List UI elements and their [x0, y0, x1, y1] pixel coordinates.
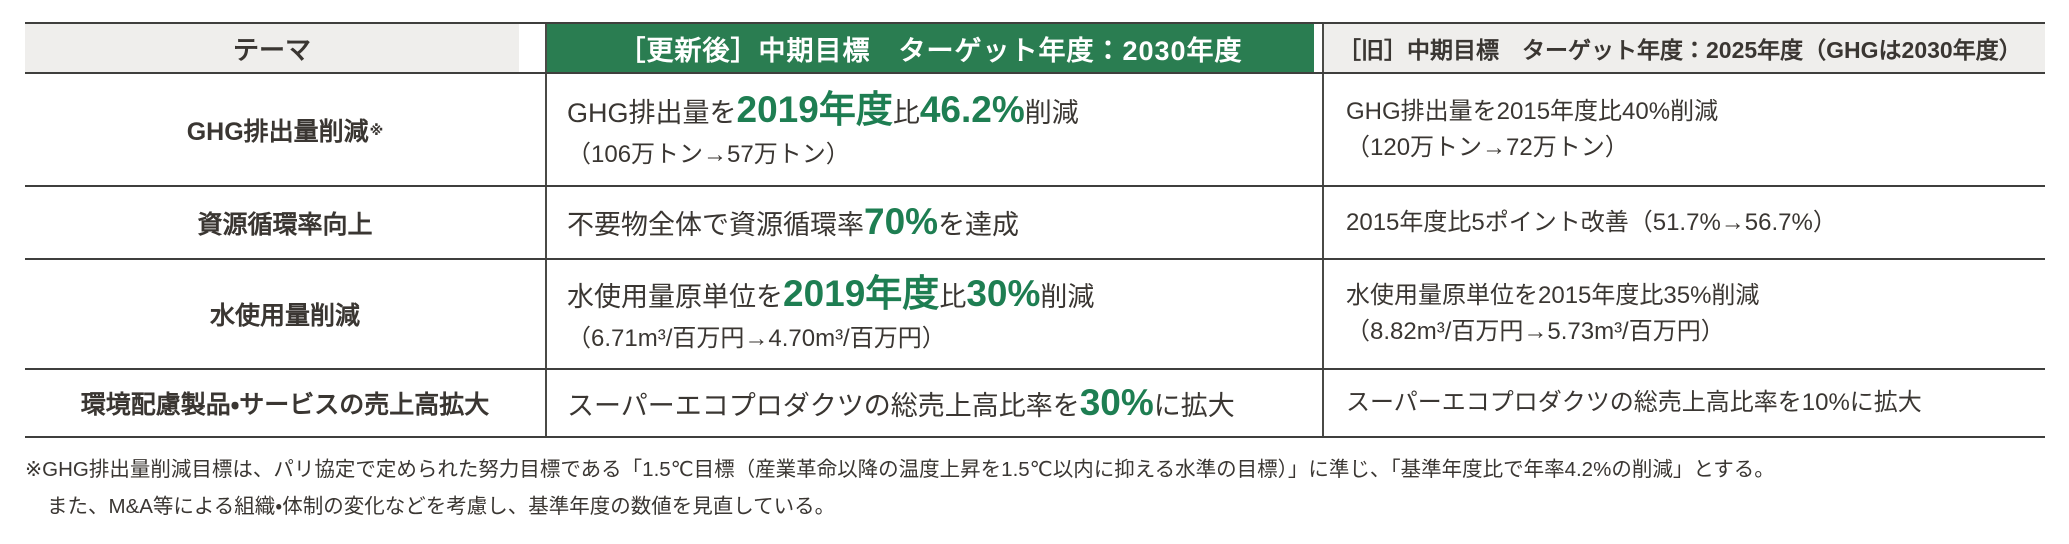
new-target-cell-resource: 不要物全体で資源循環率 70% を達成 [545, 187, 1322, 258]
theme-cell-ghg: GHG排出量削減 ※ [25, 74, 545, 185]
new-target-line: 不要物全体で資源循環率 70% を達成 [567, 203, 1019, 242]
old-target-line: 水使用量原単位を2015年度比35%削減 [1346, 282, 1760, 309]
header-cell-theme: テーマ [25, 24, 545, 72]
highlight-segment: 30% [966, 273, 1041, 314]
header-theme-label: テーマ [25, 24, 519, 72]
table-row-water: 水使用量削減 水使用量原単位を 2019年度比 30% 削減 （6.71m³/百万円→… [25, 258, 2045, 368]
text-segment: に拡大 [1153, 390, 1235, 421]
table-row-eco-products: 環境配慮製品・サービスの売上高拡大 スーパーエコプロダクツの総売上高比率を 30%… [25, 368, 2045, 438]
text-segment: 比 [892, 97, 920, 128]
table-row-ghg: GHG排出量削減 ※ GHG排出量を 2019年度比 46.2% 削減 （106万トン→… [25, 72, 2045, 185]
new-target-cell-water: 水使用量原単位を 2019年度比 30% 削減 （6.71m³/百万円→4.70m³/… [545, 260, 1322, 368]
footnotes: ※GHG排出量削減目標は、パリ協定で定められた努力目標である「1.5℃目標（産業… [25, 452, 1775, 526]
old-target-detail: （8.82m³/百万円→5.73m³/百万円） [1346, 318, 1725, 345]
highlight-segment: 2019年度 [736, 88, 893, 130]
old-target-cell-ghg: GHG排出量を2015年度比40%削減 （120万トン→72万トン） [1322, 74, 2045, 185]
text-segment: 比 [939, 282, 967, 312]
old-target-line: スーパーエコプロダクツの総売上高比率を10%に拡大 [1346, 389, 1922, 416]
text-segment: 削減 [1024, 97, 1079, 128]
new-target-cell-eco-products: スーパーエコプロダクツの総売上高比率を 30% に拡大 [545, 370, 1322, 436]
old-target-line: 2015年度比5ポイント改善（51.7%→56.7%） [1346, 208, 1837, 236]
theme-label: 環境配慮製品・サービスの売上高拡大 [80, 391, 490, 419]
old-target-line: GHG排出量を2015年度比40%削減 [1346, 97, 1719, 125]
theme-label: 資源循環率向上 [197, 210, 373, 239]
text-segment: 不要物全体で資源循環率 [567, 210, 864, 240]
theme-cell-resource: 資源循環率向上 [25, 187, 545, 258]
new-target-cell-ghg: GHG排出量を 2019年度比 46.2% 削減 （106万トン→57万トン） [545, 74, 1322, 185]
new-target-detail: （6.71m³/百万円→4.70m³/百万円） [567, 325, 946, 352]
theme-label: 水使用量削減 [209, 302, 360, 330]
footnote-line-2: また、M&A等による組織・体制の変化などを考慮し、基準年度の数値を見直している。 [47, 494, 836, 518]
old-target-cell-resource: 2015年度比5ポイント改善（51.7%→56.7%） [1322, 187, 2045, 258]
text-segment: 水使用量原単位を [567, 282, 783, 312]
theme-cell-eco-products: 環境配慮製品・サービスの売上高拡大 [25, 370, 545, 436]
text-segment: GHG排出量を [567, 97, 737, 128]
text-segment: を達成 [938, 210, 1020, 240]
footnote-line-1: ※GHG排出量削減目標は、パリ協定で定められた努力目標である「1.5℃目標（産業… [25, 458, 1775, 481]
footnote-mark: ※ [369, 121, 384, 138]
mid-term-targets-table: テーマ ［更新後］中期目標 ターゲット年度：2030年度 ［旧］中期目標 ターゲ… [25, 22, 2045, 438]
new-target-line: スーパーエコプロダクツの総売上高比率を 30% に拡大 [567, 384, 1235, 423]
highlight-segment: 2019年度 [783, 273, 940, 314]
header-cell-old-target: ［旧］中期目標 ターゲット年度：2025年度（GHGは2030年度） [1322, 24, 2045, 72]
highlight-segment: 30% [1079, 381, 1154, 423]
new-target-line: 水使用量原単位を 2019年度比 30% 削減 [567, 275, 1094, 314]
theme-cell-water: 水使用量削減 [25, 260, 545, 368]
header-cell-new-target: ［更新後］中期目標 ターゲット年度：2030年度 [545, 24, 1322, 72]
highlight-segment: 46.2% [919, 88, 1025, 130]
new-target-detail: （106万トン→57万トン） [567, 140, 850, 168]
text-segment: スーパーエコプロダクツの総売上高比率を [567, 390, 1080, 421]
highlight-segment: 70% [864, 201, 939, 242]
table-header-row: テーマ ［更新後］中期目標 ターゲット年度：2030年度 ［旧］中期目標 ターゲ… [25, 22, 2045, 72]
table-row-resource-circulation: 資源循環率向上 不要物全体で資源循環率 70% を達成 2015年度比5ポイント改善… [25, 185, 2045, 258]
old-target-cell-eco-products: スーパーエコプロダクツの総売上高比率を10%に拡大 [1322, 370, 2045, 436]
old-target-cell-water: 水使用量原単位を2015年度比35%削減 （8.82m³/百万円→5.73m³/… [1322, 260, 2045, 368]
old-target-detail: （120万トン→72万トン） [1346, 133, 1629, 161]
theme-label: GHG排出量削減 [186, 117, 369, 146]
new-target-line: GHG排出量を 2019年度比 46.2% 削減 [567, 91, 1079, 130]
text-segment: 削減 [1040, 282, 1095, 312]
